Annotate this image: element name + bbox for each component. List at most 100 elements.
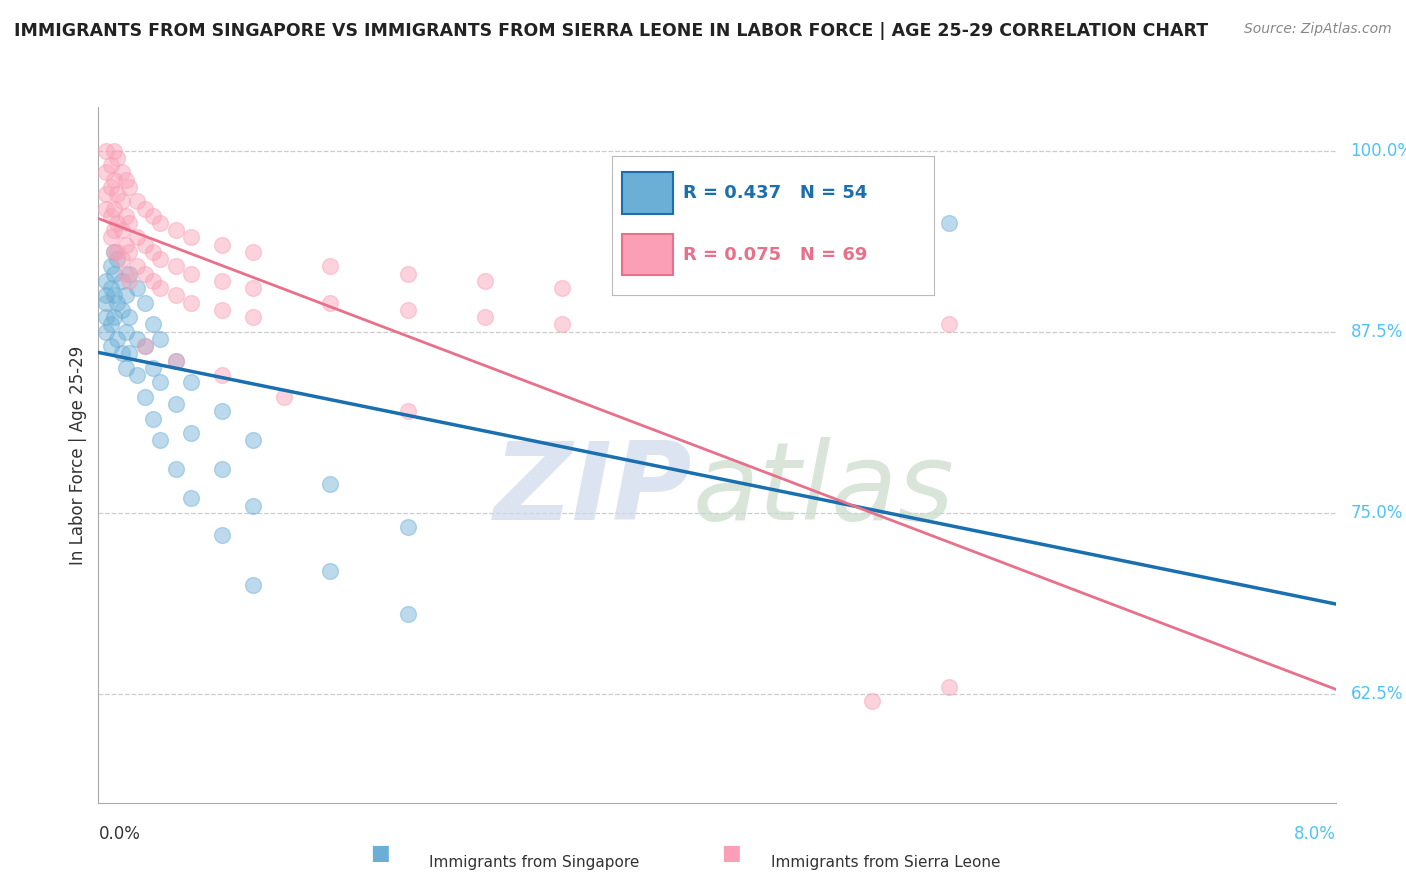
- Point: [103, 172, 125, 186]
- Point: [141, 209, 165, 223]
- Point: [111, 346, 132, 360]
- Point: [111, 303, 132, 318]
- Point: [127, 260, 149, 274]
- Text: ZIP: ZIP: [494, 437, 692, 542]
- Text: ■: ■: [721, 844, 741, 863]
- Point: [96, 165, 118, 179]
- Text: 75.0%: 75.0%: [1351, 504, 1403, 522]
- Point: [103, 223, 125, 237]
- Point: [141, 411, 165, 425]
- Point: [319, 295, 342, 310]
- Point: [149, 434, 172, 448]
- Point: [134, 390, 156, 404]
- Point: [474, 274, 496, 288]
- Point: [111, 274, 132, 288]
- Point: [211, 462, 233, 476]
- Point: [115, 360, 138, 375]
- Point: [127, 281, 149, 295]
- Point: [118, 179, 141, 194]
- Point: [103, 202, 125, 216]
- Point: [134, 295, 156, 310]
- Point: [100, 318, 122, 332]
- Point: [111, 194, 132, 209]
- Point: [100, 281, 122, 295]
- Point: [319, 564, 342, 578]
- Point: [551, 318, 574, 332]
- Point: [180, 295, 202, 310]
- Point: [211, 368, 233, 383]
- Point: [118, 346, 141, 360]
- Point: [180, 491, 202, 506]
- Point: [118, 274, 141, 288]
- Point: [127, 230, 149, 244]
- Point: [115, 237, 138, 252]
- Point: [103, 288, 125, 302]
- Point: [96, 274, 118, 288]
- Point: [100, 179, 122, 194]
- Point: [396, 267, 419, 281]
- Point: [100, 260, 122, 274]
- Point: [100, 339, 122, 353]
- Point: [100, 158, 122, 172]
- Point: [127, 332, 149, 346]
- Text: IMMIGRANTS FROM SINGAPORE VS IMMIGRANTS FROM SIERRA LEONE IN LABOR FORCE | AGE 2: IMMIGRANTS FROM SINGAPORE VS IMMIGRANTS …: [14, 22, 1208, 40]
- Point: [105, 187, 128, 202]
- Point: [242, 434, 264, 448]
- Point: [134, 237, 156, 252]
- Point: [115, 288, 138, 302]
- Point: [96, 310, 118, 325]
- Point: [551, 281, 574, 295]
- Text: ■: ■: [370, 844, 389, 863]
- Point: [105, 252, 128, 267]
- Point: [111, 165, 132, 179]
- Point: [242, 281, 264, 295]
- Text: 0.0%: 0.0%: [98, 824, 141, 843]
- Point: [103, 244, 125, 259]
- Point: [211, 303, 233, 318]
- Point: [211, 237, 233, 252]
- Point: [180, 267, 202, 281]
- Point: [938, 216, 960, 230]
- Text: Immigrants from Singapore: Immigrants from Singapore: [429, 855, 640, 870]
- Point: [134, 339, 156, 353]
- Point: [115, 267, 138, 281]
- Text: atlas: atlas: [692, 437, 955, 542]
- Point: [103, 267, 125, 281]
- Text: Immigrants from Sierra Leone: Immigrants from Sierra Leone: [770, 855, 1001, 870]
- Point: [118, 244, 141, 259]
- Point: [180, 376, 202, 390]
- Point: [96, 202, 118, 216]
- Text: R = 0.437   N = 54: R = 0.437 N = 54: [683, 185, 868, 202]
- Point: [165, 353, 187, 368]
- Point: [165, 397, 187, 411]
- Text: 87.5%: 87.5%: [1351, 323, 1403, 341]
- Point: [134, 339, 156, 353]
- Point: [211, 527, 233, 541]
- Point: [165, 288, 187, 302]
- Point: [96, 288, 118, 302]
- Point: [938, 318, 960, 332]
- Point: [105, 151, 128, 165]
- Bar: [621, 234, 673, 276]
- Point: [115, 209, 138, 223]
- Point: [111, 252, 132, 267]
- Point: [165, 462, 187, 476]
- Point: [100, 230, 122, 244]
- Point: [100, 209, 122, 223]
- Point: [165, 260, 187, 274]
- Point: [141, 274, 165, 288]
- Point: [96, 295, 118, 310]
- Point: [211, 404, 233, 418]
- Point: [319, 260, 342, 274]
- Point: [141, 360, 165, 375]
- Text: R = 0.075   N = 69: R = 0.075 N = 69: [683, 245, 868, 263]
- Point: [134, 202, 156, 216]
- Point: [396, 404, 419, 418]
- Point: [242, 578, 264, 592]
- Point: [141, 318, 165, 332]
- Point: [242, 499, 264, 513]
- Point: [149, 376, 172, 390]
- Point: [396, 607, 419, 622]
- Point: [396, 303, 419, 318]
- Point: [118, 216, 141, 230]
